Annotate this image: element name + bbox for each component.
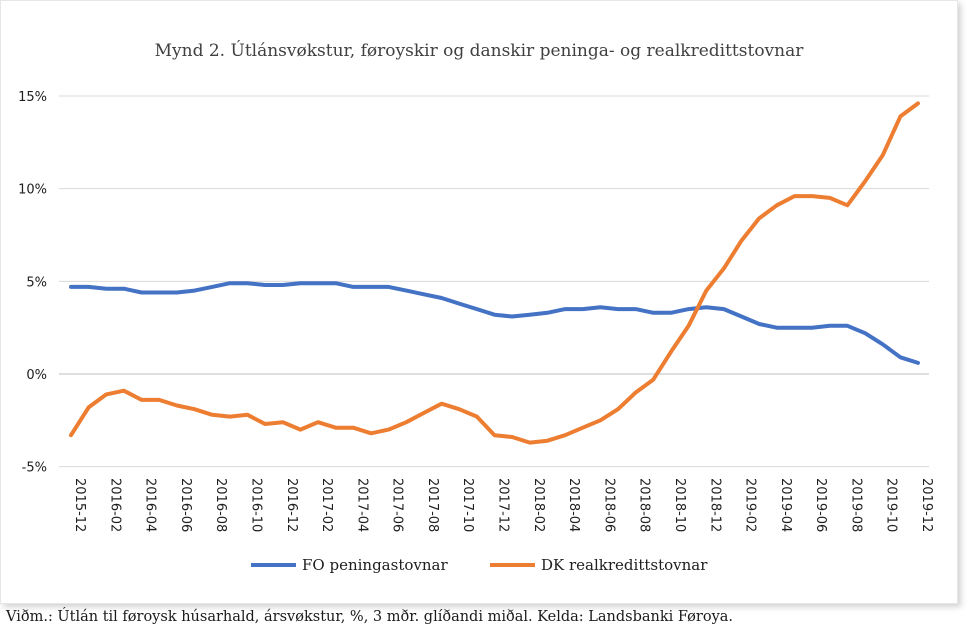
- x-tick-label: 2019-10: [884, 478, 899, 532]
- legend-label-dk: DK realkredittstovnar: [541, 556, 708, 574]
- x-tick-label: 2017-02: [319, 478, 334, 532]
- x-axis-ticks: 2015-12 2016-02 2016-04 2016-06 2016-08 2016-…: [72, 478, 934, 532]
- x-tick-label: 2018-10: [672, 478, 687, 532]
- x-tick-label: 2018-02: [531, 478, 546, 532]
- y-tick-label: 10%: [18, 183, 47, 198]
- chart-frame: Mynd 2. Útlánsvøkstur, føroyskir og dans…: [0, 0, 958, 604]
- x-tick-label: 2015-12: [72, 478, 87, 532]
- x-tick-label: 2016-02: [107, 478, 122, 532]
- x-tick-label: 2017-10: [460, 478, 475, 532]
- y-tick-label: 15%: [18, 90, 47, 105]
- x-tick-label: 2016-04: [143, 478, 158, 532]
- x-tick-label: 2016-06: [178, 478, 193, 532]
- x-tick-label: 2019-08: [848, 478, 863, 532]
- x-tick-label: 2018-08: [637, 478, 652, 532]
- x-tick-label: 2019-02: [743, 478, 758, 532]
- source-caption: Viðm.: Útlán til føroysk húsarhald, ársv…: [6, 609, 734, 625]
- chart-title: Mynd 2. Útlánsvøkstur, føroyskir og dans…: [155, 40, 805, 61]
- x-tick-label: 2017-08: [425, 478, 440, 532]
- legend-label-fo: FO peningastovnar: [302, 556, 448, 574]
- y-axis-ticks: 15% 10% 5% 0% -5%: [18, 90, 47, 476]
- series-lines: [69, 101, 920, 445]
- x-tick-label: 2017-06: [390, 478, 405, 532]
- x-tick-label: 2019-12: [919, 478, 934, 532]
- x-tick-label: 2016-10: [248, 478, 263, 532]
- x-tick-label: 2018-04: [566, 478, 581, 532]
- x-tick-label: 2018-12: [707, 478, 722, 532]
- x-tick-label: 2016-12: [284, 478, 299, 532]
- gridlines: [59, 95, 929, 468]
- x-tick-label: 2018-06: [601, 478, 616, 532]
- y-tick-label: 0%: [26, 368, 47, 383]
- y-tick-label: 5%: [26, 275, 47, 290]
- x-tick-label: 2019-04: [778, 478, 793, 532]
- series-line-dk: [69, 101, 920, 445]
- x-tick-label: 2017-04: [354, 478, 369, 532]
- y-tick-label: -5%: [22, 461, 47, 476]
- legend: FO peningastovnar DK realkredittstovnar: [251, 556, 708, 574]
- x-tick-label: 2017-12: [496, 478, 511, 532]
- x-tick-label: 2016-08: [213, 478, 228, 532]
- line-chart: Mynd 2. Útlánsvøkstur, føroyskir og dans…: [18, 40, 934, 574]
- series-line-fo: [69, 281, 920, 365]
- x-tick-label: 2019-06: [813, 478, 828, 532]
